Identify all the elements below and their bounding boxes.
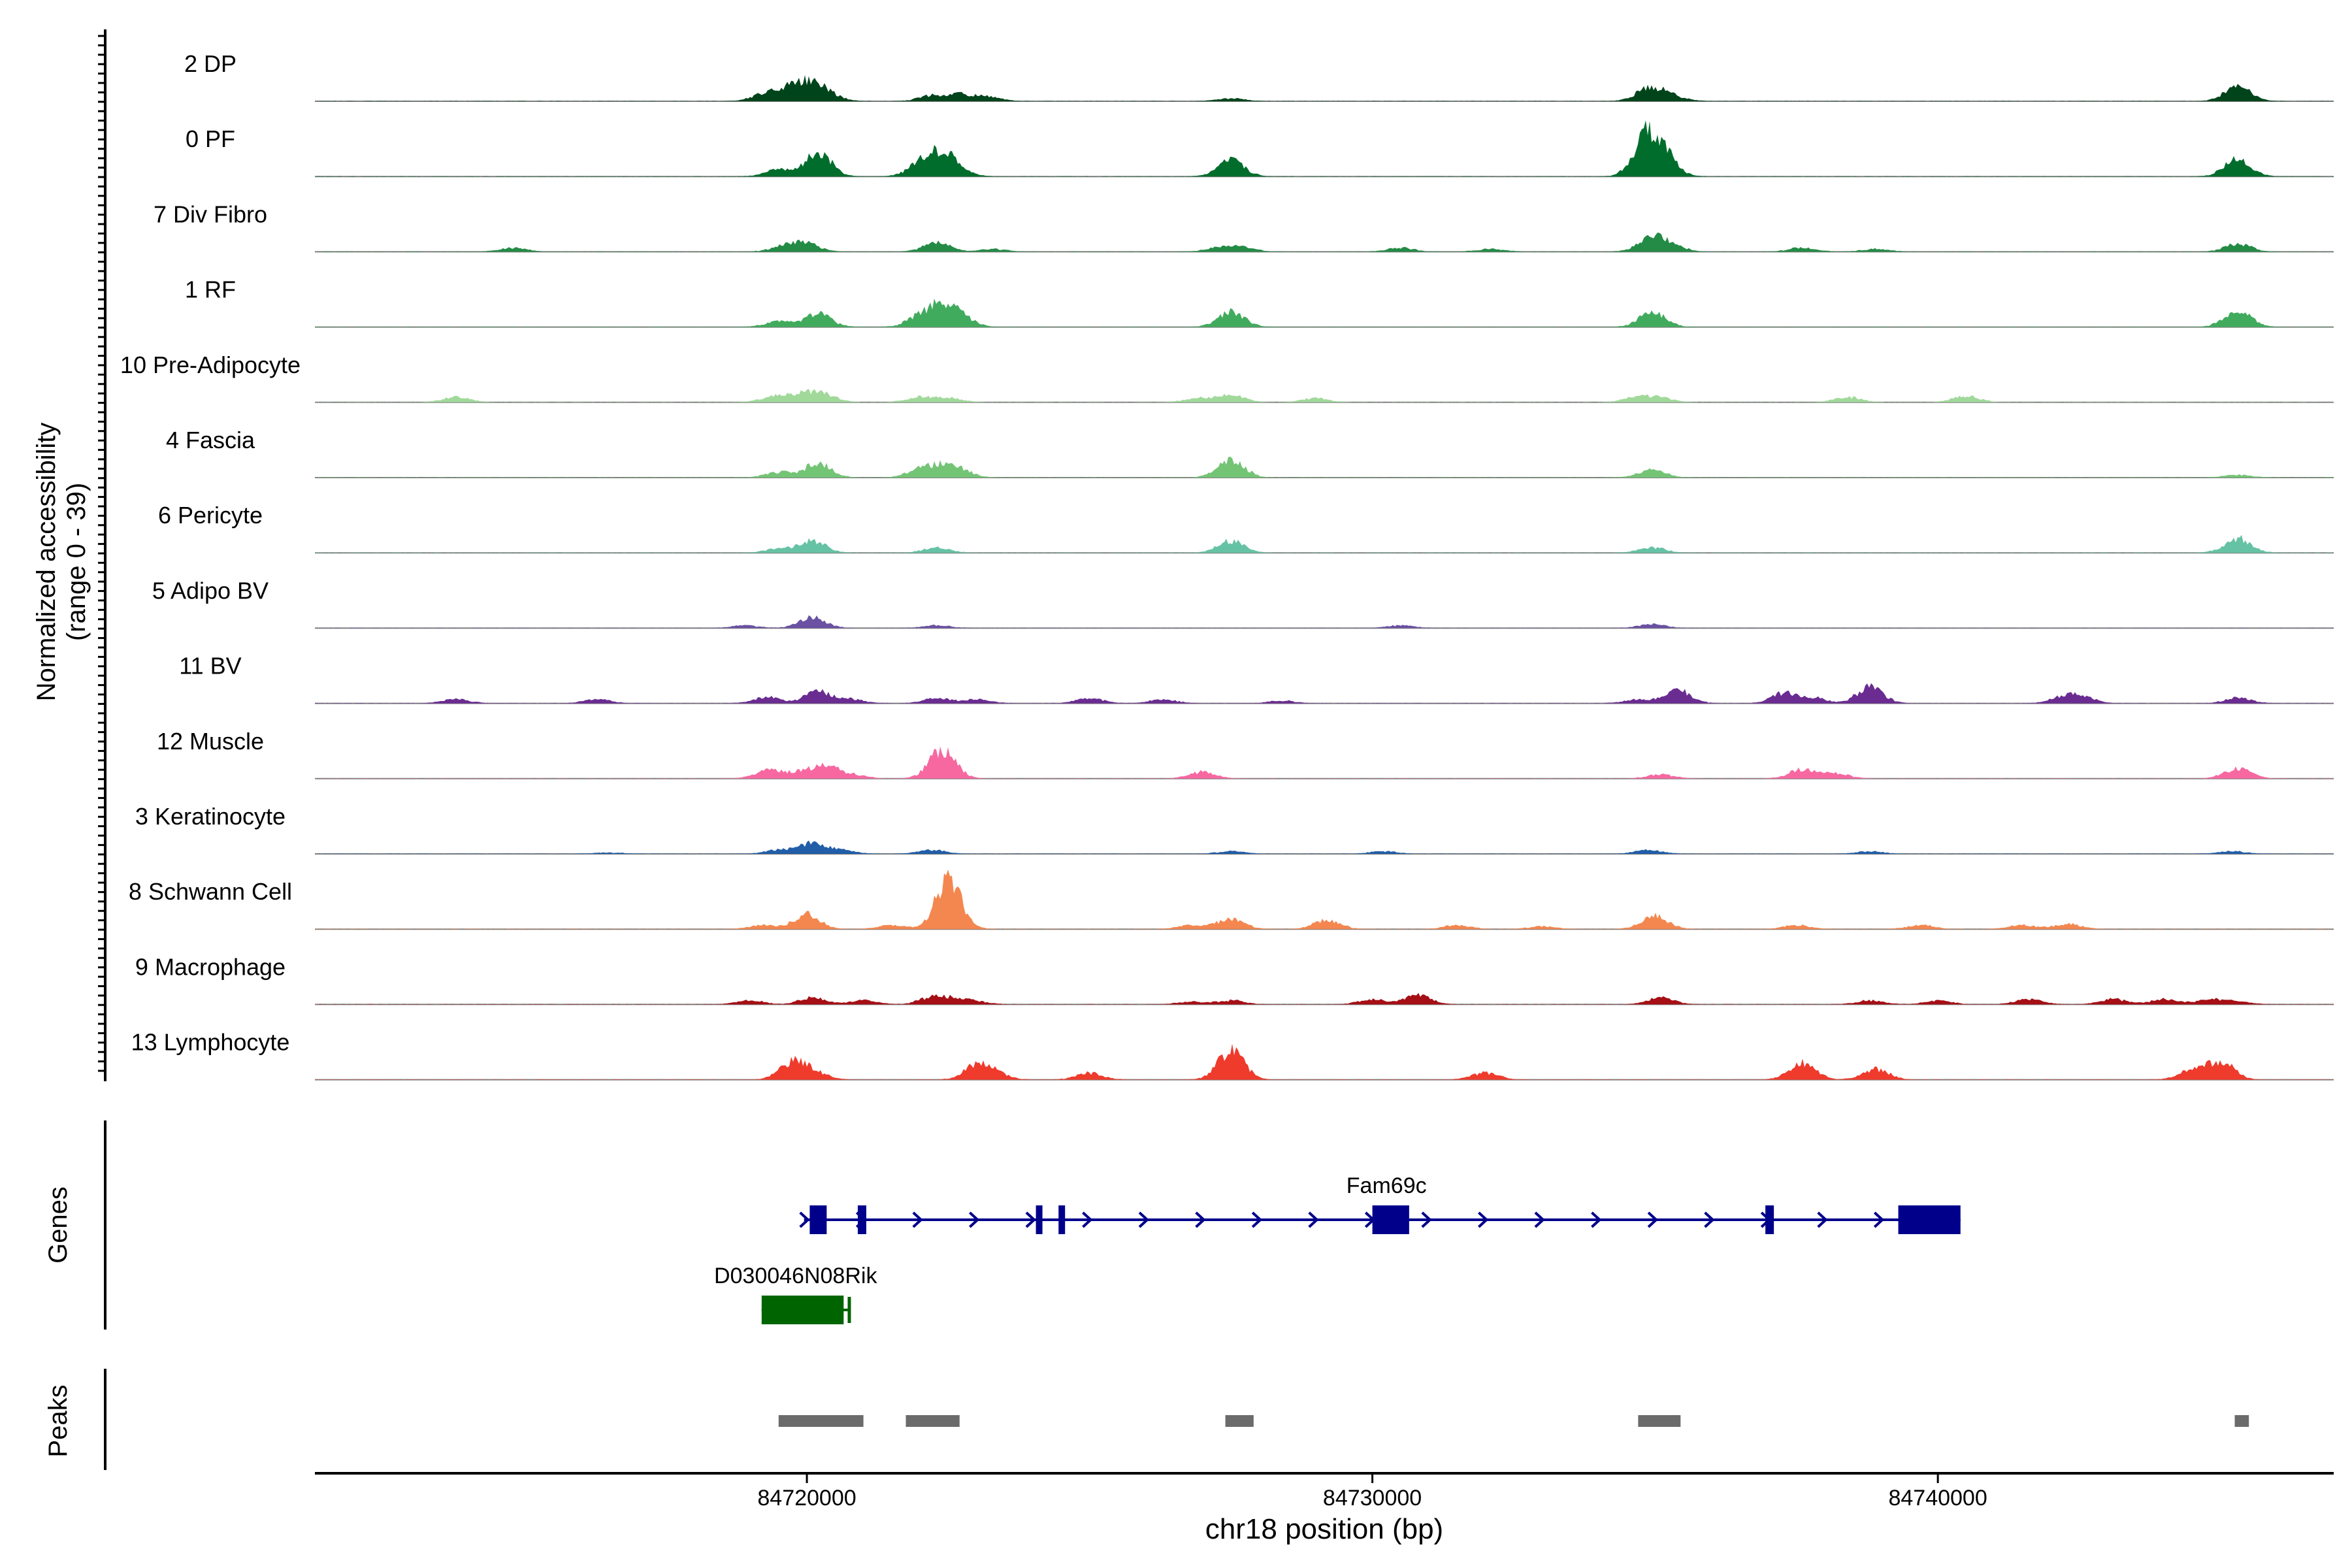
track-label: 6 Pericyte [158, 502, 263, 529]
peak-region [2234, 1415, 2249, 1427]
x-tick-label: 84720000 [757, 1486, 856, 1511]
track-signal [315, 992, 2334, 1005]
exon [809, 1205, 827, 1234]
strand-arrow [1873, 1211, 1885, 1228]
gene-Fam69c: Fam69c [799, 1173, 1961, 1234]
track-7: 5 Adipo BV [152, 577, 2334, 629]
strand-arrow [1308, 1211, 1319, 1228]
y-axis-label-line-2: (range 0 - 39) [62, 483, 91, 641]
track-signal [315, 298, 2334, 327]
peaks-panel [778, 1415, 2249, 1427]
track-label: 1 RF [185, 276, 236, 303]
track-3: 1 RF [185, 276, 2334, 328]
genes-panel-label: Genes [44, 1186, 73, 1264]
strand-arrow [1817, 1211, 1828, 1228]
track-label: 10 Pre-Adipocyte [120, 351, 301, 378]
track-5: 4 Fascia [166, 427, 2334, 478]
exon [1898, 1205, 1961, 1234]
track-signal [315, 457, 2334, 478]
strand-arrow [1025, 1211, 1036, 1228]
track-signal [315, 840, 2334, 854]
track-12: 9 Macrophage [135, 953, 2334, 1005]
peak-region [1638, 1415, 1681, 1427]
x-axis-ticks: 84720000 84730000 84740000 [757, 1473, 1987, 1511]
strand-arrow [1138, 1211, 1149, 1228]
strand-arrow [1591, 1211, 1602, 1228]
track-label: 7 Div Fibro [154, 201, 267, 227]
track-2: 7 Div Fibro [154, 201, 2334, 253]
track-9: 12 Muscle [157, 728, 2334, 779]
track-signal [315, 389, 2334, 402]
exon [1765, 1205, 1774, 1234]
exon [857, 1205, 866, 1234]
strand-arrow [1704, 1211, 1715, 1228]
track-label: 2 DP [184, 50, 237, 77]
strand-arrow [912, 1211, 923, 1228]
strand-arrow [1251, 1211, 1263, 1228]
track-0: 2 DP [184, 50, 2334, 102]
track-8: 11 BV [179, 653, 2334, 704]
y-axis-label-line-1: Normalized accessibility [32, 423, 61, 702]
track-signal [315, 746, 2334, 779]
track-label: 12 Muscle [157, 728, 264, 755]
track-10: 3 Keratinocyte [135, 803, 2334, 855]
peak-region [778, 1415, 864, 1427]
x-tick-label: 84740000 [1888, 1486, 1987, 1511]
track-signal [315, 120, 2334, 177]
strand-arrow [969, 1211, 980, 1228]
exon [761, 1296, 844, 1324]
track-label: 9 Macrophage [135, 953, 286, 980]
strand-arrow [1082, 1211, 1093, 1228]
exon [1036, 1205, 1043, 1234]
track-signal [315, 233, 2334, 252]
strand-arrow [1477, 1211, 1489, 1228]
strand-arrow [1647, 1211, 1658, 1228]
track-4: 10 Pre-Adipocyte [120, 351, 2334, 403]
strand-arrow [1534, 1211, 1545, 1228]
coverage-y-ticks [98, 35, 105, 1072]
track-label: 4 Fascia [166, 427, 255, 453]
track-label: 0 PF [186, 125, 235, 152]
track-signal [315, 615, 2334, 629]
exon [1058, 1205, 1066, 1234]
track-label: 13 Lymphocyte [131, 1029, 290, 1056]
track-6: 6 Pericyte [158, 502, 2334, 554]
peak-region [1225, 1415, 1254, 1427]
strand-arrow [1421, 1211, 1432, 1228]
track-signal [315, 683, 2334, 704]
genes-panel: Fam69c D030046N08Rik [714, 1173, 1961, 1324]
x-axis-label: chr18 position (bp) [1205, 1513, 1443, 1545]
track-signal [315, 534, 2334, 553]
exon [1372, 1205, 1409, 1234]
track-signal [315, 869, 2334, 930]
peak-region [906, 1415, 960, 1427]
y-axis-label: Normalized accessibility (range 0 - 39) [32, 423, 91, 702]
gene-name: Fam69c [1347, 1173, 1427, 1198]
strand-arrow [799, 1211, 810, 1228]
track-label: 8 Schwann Cell [129, 878, 292, 905]
peaks-panel-label: Peaks [44, 1384, 73, 1457]
track-label: 11 BV [179, 653, 241, 679]
track-1: 0 PF [186, 120, 2334, 178]
gene-D030046N08Rik: D030046N08Rik [714, 1264, 877, 1324]
strand-arrow [1195, 1211, 1206, 1228]
x-tick-label: 84730000 [1323, 1486, 1422, 1511]
track-label: 3 Keratinocyte [135, 803, 286, 830]
track-label: 5 Adipo BV [152, 577, 269, 604]
track-signal [315, 75, 2334, 101]
coverage-tracks: 2 DP 0 PF 7 Div Fibro 1 RF 10 Pre-Adipocyte 4… [120, 50, 2334, 1081]
track-13: 13 Lymphocyte [131, 1029, 2334, 1081]
track-11: 8 Schwann Cell [129, 869, 2334, 930]
gene-name: D030046N08Rik [714, 1264, 877, 1288]
track-signal [315, 1043, 2334, 1080]
